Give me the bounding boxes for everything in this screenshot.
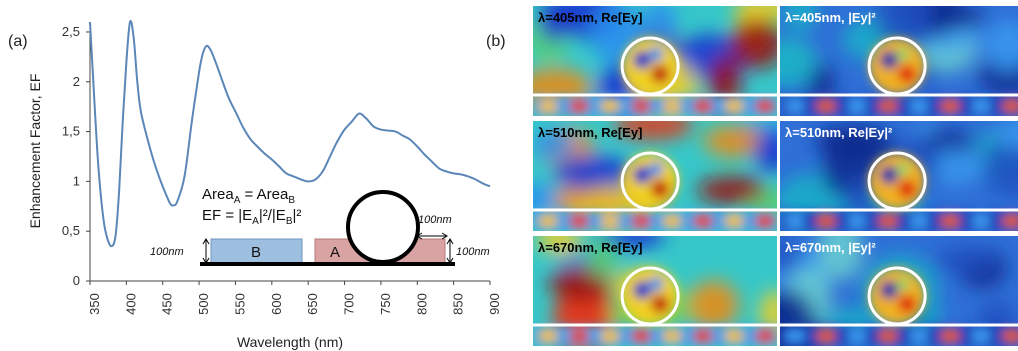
nanosphere	[346, 190, 420, 264]
x-tick-label: 700	[342, 293, 357, 315]
area-equation: AreaA = AreaB	[202, 186, 295, 206]
panel-b-label: (b)	[486, 33, 506, 50]
ef-equation: EF = |EA|²/|EB|²	[202, 207, 301, 227]
particle-outline	[867, 151, 927, 211]
y-tick-label: 1	[73, 173, 80, 188]
inset-schematic: AreaA = AreaB EF = |EA|²/|EB|² B A 100nm…	[150, 186, 490, 266]
field-map-label: λ=510nm, Re[Ey]	[538, 125, 642, 140]
field-map: λ=510nm, Re|Ey|²	[780, 121, 1018, 231]
y-tick-label: 2,5	[62, 24, 80, 39]
dim-top-arrowheads	[416, 232, 448, 240]
dim-right-label: 100nm	[456, 246, 490, 258]
x-tick-label: 450	[160, 293, 175, 315]
field-map: λ=670nm, |Ey|²	[780, 236, 1018, 346]
x-tick-label: 600	[269, 293, 284, 315]
field-map: λ=405nm, |Ey|²	[780, 6, 1018, 116]
field-map: λ=405nm, Re[Ey]	[533, 6, 777, 116]
x-tick-label: 500	[196, 293, 211, 315]
particle-outline	[867, 36, 927, 96]
field-map-label: λ=405nm, |Ey|²	[785, 10, 876, 25]
x-tick-label: 850	[451, 293, 466, 315]
x-tick-label: 400	[123, 293, 138, 315]
field-map-label: λ=510nm, Re|Ey|²	[785, 125, 893, 140]
x-tick-label: 800	[414, 293, 429, 315]
dim-right-arrowheads	[446, 238, 454, 264]
region-a-label: A	[330, 244, 340, 261]
x-tick-label: 550	[232, 293, 247, 315]
ef-series-line	[89, 20, 491, 248]
particle-outline	[620, 36, 680, 96]
field-map-label: λ=670nm, |Ey|²	[785, 240, 876, 255]
y-tick-label: 1,5	[62, 124, 80, 139]
y-axis-title: Enhancement Factor, EF	[27, 74, 43, 229]
enhancement-chart: 0 0,5 1 1,5 2 2,5 350 400 450 500 550 600 650 700 750…	[27, 20, 502, 350]
particle-outline	[620, 266, 680, 326]
x-axis-title: Wavelength (nm)	[237, 334, 343, 350]
particle-outline	[620, 151, 680, 211]
panel-a-label: (a)	[8, 33, 28, 50]
dim-top-label: 100nm	[418, 214, 452, 226]
field-map-label: λ=670nm, Re[Ey]	[538, 240, 642, 255]
field-map: λ=510nm, Re[Ey]	[533, 121, 777, 231]
dim-left-arrowheads	[202, 238, 210, 264]
field-map: λ=670nm, Re[Ey]	[533, 236, 777, 346]
region-b-box	[210, 238, 303, 264]
particle-outline	[867, 266, 927, 326]
x-tick-label: 350	[87, 293, 102, 315]
field-map-grid: λ=405nm, Re[Ey] λ=405nm, |Ey|² λ=510nm, Re…	[533, 6, 1018, 346]
region-b-label: B	[251, 244, 261, 261]
x-tick-label: 750	[378, 293, 393, 315]
y-tick-label: 0	[73, 273, 80, 288]
x-tick-label: 650	[305, 293, 320, 315]
y-tick-label: 2	[73, 74, 80, 89]
dim-left-label: 100nm	[150, 246, 184, 258]
y-tick-label: 0,5	[62, 223, 80, 238]
field-map-label: λ=405nm, Re[Ey]	[538, 10, 642, 25]
x-tick-label: 900	[487, 293, 502, 315]
